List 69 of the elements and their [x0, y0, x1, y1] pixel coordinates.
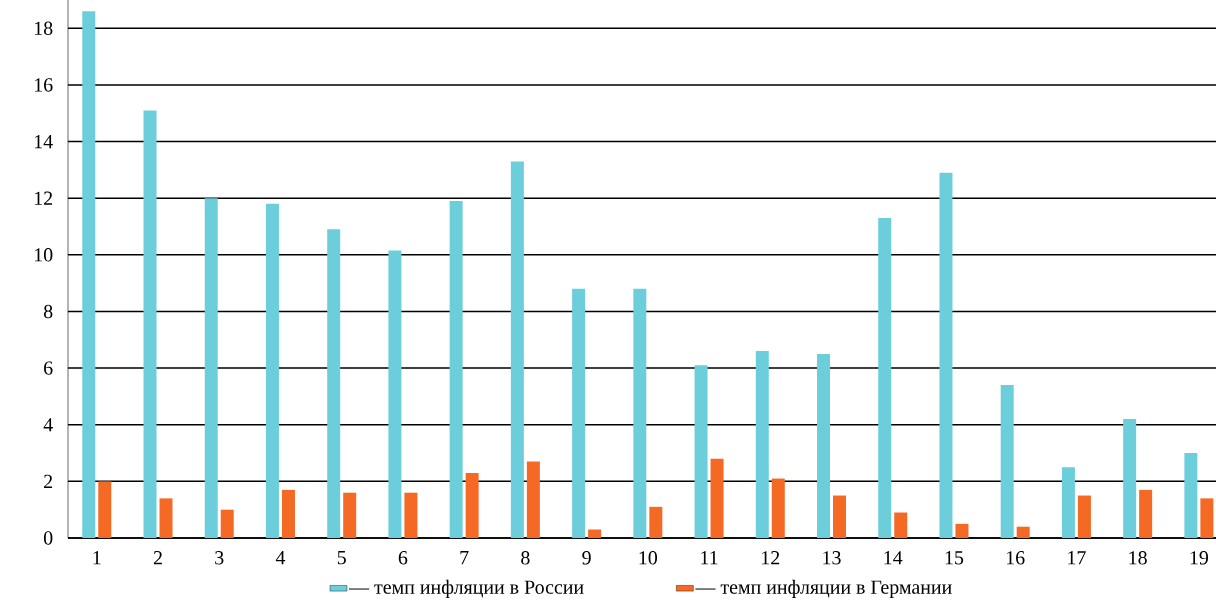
x-tick-label: 5 [337, 551, 346, 565]
bar [1200, 498, 1214, 538]
bar [1123, 419, 1137, 538]
bar [694, 365, 708, 538]
legend-label: — темп инфляции в Германии [695, 579, 952, 598]
bar [939, 172, 953, 538]
x-tick-label: 19 [1190, 551, 1209, 565]
x-tick-label: 15 [945, 551, 964, 565]
y-tick-label: 8 [43, 304, 53, 319]
bar [465, 472, 479, 538]
bar [755, 351, 769, 538]
y-tick-label: 4 [43, 418, 53, 432]
bar [281, 489, 295, 538]
x-tick-label: 2 [153, 551, 162, 565]
bar [343, 492, 357, 538]
y-tick-label: 10 [34, 248, 53, 262]
x-tick-label: 17 [1068, 551, 1086, 565]
bar [878, 218, 892, 538]
x-tick-label: 16 [1006, 551, 1025, 565]
y-tick-label: 16 [34, 78, 53, 92]
y-tick-label: 6 [44, 361, 53, 375]
x-tick-label: 14 [884, 551, 903, 565]
bar [771, 478, 785, 538]
bar [1016, 526, 1030, 538]
bar [327, 229, 341, 538]
bar [82, 11, 96, 538]
bar [649, 506, 663, 538]
bar [633, 288, 647, 538]
y-tick-label: 12 [34, 191, 53, 205]
y-tick-label: 18 [34, 21, 53, 36]
bar [98, 481, 112, 538]
bar [159, 498, 173, 538]
bar [388, 250, 402, 538]
bar [1000, 385, 1014, 538]
y-tick-label: 14 [34, 135, 53, 149]
bar [404, 492, 418, 538]
x-tick-label: 4 [275, 551, 286, 565]
x-tick-label: 8 [521, 551, 530, 565]
bar [1139, 489, 1153, 538]
bar [510, 161, 524, 538]
bar [588, 529, 602, 538]
x-tick-label: 18 [1129, 551, 1147, 565]
bar [265, 203, 279, 538]
x-tick-label: 11 [701, 551, 718, 565]
bar [1077, 495, 1091, 538]
bar [817, 353, 831, 538]
bar [710, 458, 724, 538]
bar [143, 110, 157, 538]
bar [449, 201, 463, 538]
bar [955, 523, 969, 538]
legend-label: — темп инфляции в России [349, 579, 584, 598]
bar [833, 495, 847, 538]
x-tick-label: 3 [215, 551, 224, 565]
x-tick-label: 10 [639, 551, 658, 565]
bar [894, 512, 908, 538]
bar [526, 461, 540, 538]
bar [572, 288, 586, 538]
bar [220, 509, 234, 538]
x-tick-label: 13 [823, 551, 841, 565]
x-tick-label: 9 [582, 551, 591, 565]
y-tick-label: 2 [44, 474, 53, 488]
x-tick-label: 6 [398, 551, 408, 565]
bar [204, 198, 218, 538]
x-tick-label: 7 [460, 551, 469, 565]
bar [1184, 453, 1198, 538]
x-tick-label: 12 [762, 551, 780, 565]
bar [1061, 467, 1075, 538]
y-tick-label: 0 [43, 531, 53, 545]
x-tick-label: 1 [93, 551, 101, 565]
